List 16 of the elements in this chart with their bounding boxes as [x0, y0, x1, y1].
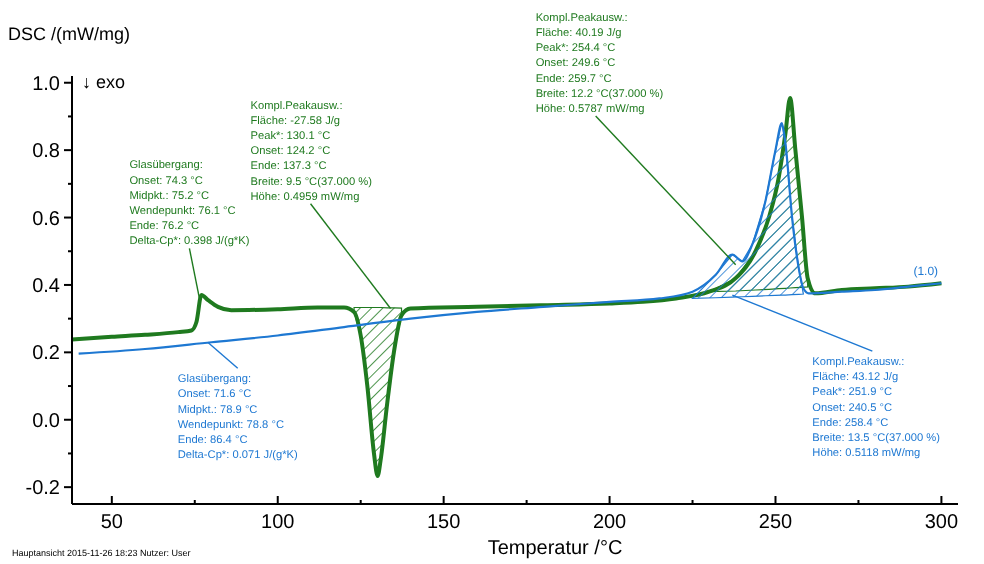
- x-tick-label: 300: [924, 512, 959, 534]
- x-tick-label: 50: [100, 512, 124, 534]
- y-tick-label: 0.6: [32, 208, 61, 231]
- x-tick-label: 100: [261, 512, 296, 534]
- annotation: ↓ exo: [82, 72, 126, 92]
- x-tick-label: 200: [592, 512, 628, 534]
- y-tick-label: 0.2: [32, 343, 61, 366]
- y-tick-label: -0.2: [25, 478, 61, 501]
- y-tick-label: 0.8: [32, 141, 61, 164]
- x-axis-title: Temperatur /°C: [487, 538, 623, 560]
- y-axis-title: DSC /(mW/mg): [8, 24, 130, 44]
- y-tick-label: 0.4: [32, 275, 61, 298]
- y-tick-label: 0.0: [32, 410, 61, 433]
- x-tick-label: 250: [758, 512, 794, 534]
- x-tick-label: 150: [426, 512, 462, 534]
- y-tick-label: 1.0: [32, 73, 61, 96]
